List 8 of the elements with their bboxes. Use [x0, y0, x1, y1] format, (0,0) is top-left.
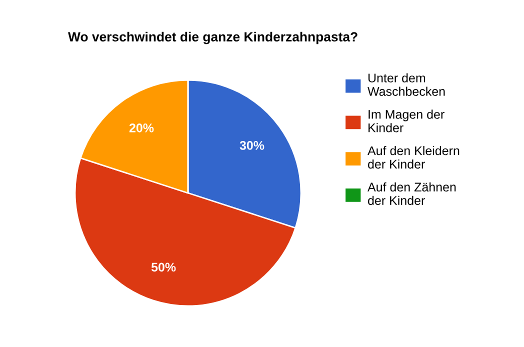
legend-label: Unter dem Waschbecken	[368, 73, 445, 96]
chart-title: Wo verschwindet die ganze Kinderzahnpasta?	[68, 32, 358, 44]
legend-label: Auf den Zähnen der Kinder	[368, 182, 456, 205]
legend-label: Im Magen der Kinder	[368, 110, 444, 132]
legend-label: Auf den Kleidern der Kinder	[368, 146, 460, 169]
data-label: 20%	[129, 124, 154, 132]
data-label: 30%	[240, 141, 264, 150]
data-label: 50%	[151, 262, 176, 272]
